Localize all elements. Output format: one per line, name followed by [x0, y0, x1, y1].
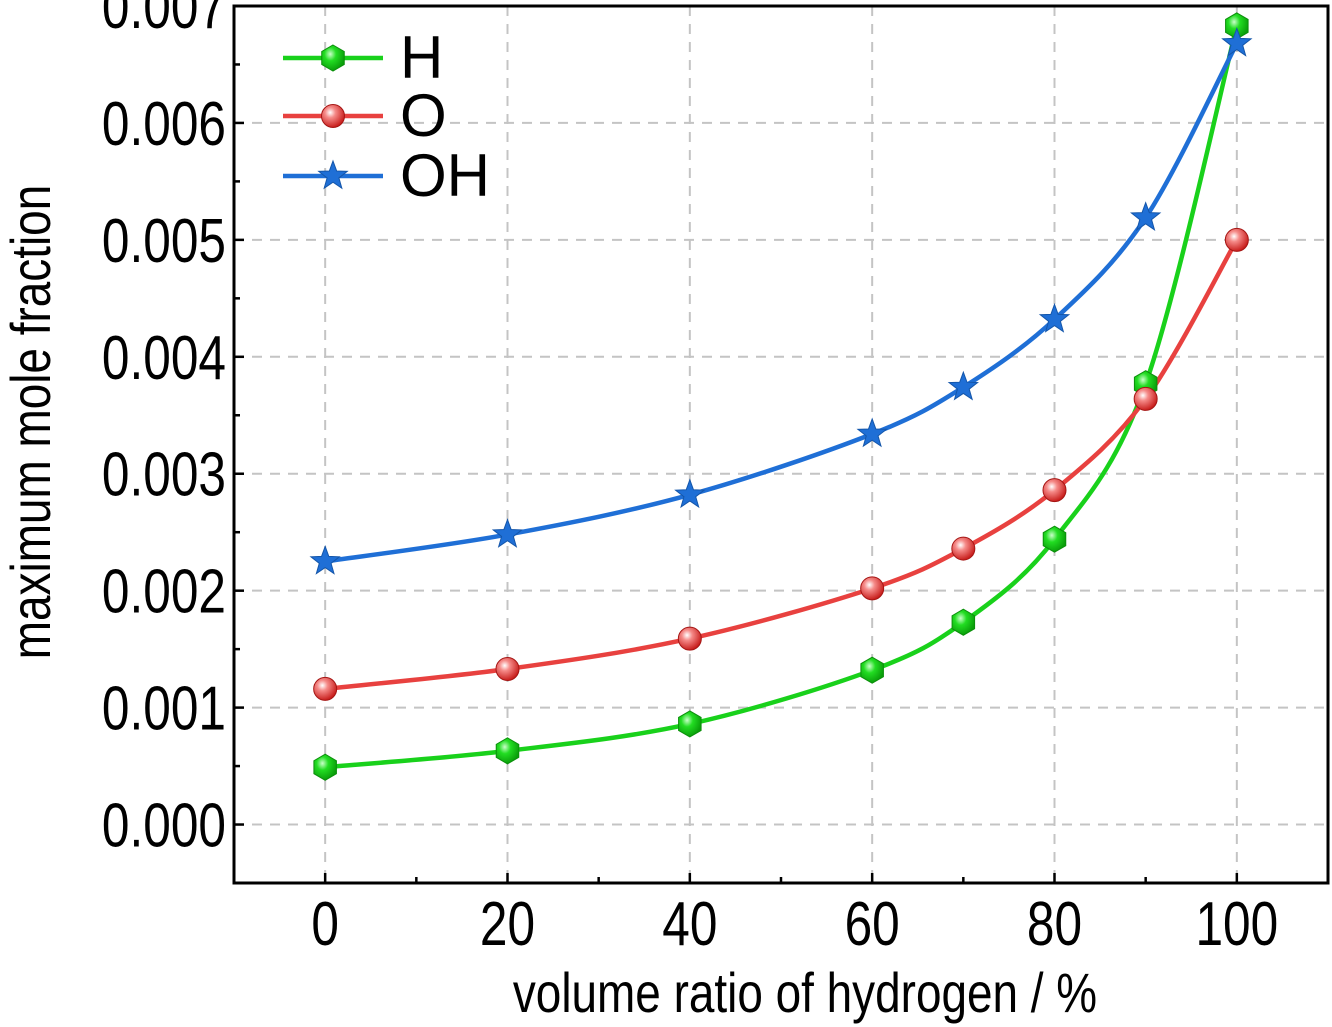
grid-lines [234, 5, 1328, 883]
legend-label-h: H [400, 24, 443, 91]
data-point-h-1 [495, 737, 520, 765]
y-tick-label-0: 0.000 [102, 790, 226, 860]
x-tick-label-3: 60 [845, 889, 900, 959]
y-tick-label-6: 0.006 [102, 89, 226, 159]
legend-marker-h [321, 44, 345, 72]
y-axis-label: maximum mole fraction [0, 185, 62, 659]
x-tick-label-1: 20 [480, 889, 535, 959]
y-tick-label-4: 0.004 [102, 322, 226, 392]
data-point-o-3 [860, 576, 885, 601]
data-point-h-3 [860, 656, 884, 684]
x-axis-label: volume ratio of hydrogen / % [513, 962, 1097, 1024]
data-point-o-2 [677, 626, 702, 651]
plot-frame [232, 4, 1330, 885]
data-point-oh-1 [491, 518, 524, 548]
data-point-oh-2 [674, 478, 706, 509]
y-tick-labels: 0.000 0.001 0.002 0.003 0.004 0.005 0.006 0.007 [102, 0, 226, 860]
data-point-h-0 [313, 753, 337, 781]
data-point-o-5 [1042, 478, 1067, 503]
series-curves [324, 25, 1240, 770]
axis-ticks [234, 4, 1239, 883]
data-point-o-6 [1133, 386, 1158, 411]
y-tick-label-2: 0.002 [102, 556, 226, 626]
data-point-oh-6 [1130, 201, 1162, 231]
legend-marker-oh [317, 159, 349, 190]
legend-label-oh: OH [400, 142, 490, 209]
data-point-o-0 [313, 676, 338, 701]
data-point-h-2 [678, 710, 702, 738]
series-line-h [324, 25, 1240, 770]
x-tick-label-5: 100 [1195, 889, 1278, 959]
legend-marker-o [321, 104, 345, 128]
y-tick-label-3: 0.003 [102, 439, 226, 509]
x-tick-label-2: 40 [662, 889, 717, 959]
series-markers [309, 12, 1253, 781]
data-point-oh-5 [1038, 302, 1071, 333]
series-line-oh [324, 42, 1239, 564]
data-point-oh-7 [1221, 26, 1253, 57]
data-point-oh-0 [309, 544, 341, 575]
data-point-h-5 [1042, 525, 1067, 553]
x-tick-label-4: 80 [1027, 889, 1082, 959]
y-tick-label-7: 0.007 [102, 0, 226, 41]
data-point-o-1 [495, 657, 520, 682]
legend-label-o: O [400, 82, 447, 149]
data-point-h-4 [951, 608, 976, 636]
data-point-oh-4 [947, 370, 979, 401]
y-tick-label-1: 0.001 [102, 673, 226, 743]
data-point-o-4 [951, 536, 976, 561]
x-tick-label-0: 0 [311, 889, 339, 959]
data-point-o-7 [1224, 227, 1249, 252]
data-point-oh-3 [856, 417, 888, 448]
x-tick-labels: 0 20 40 60 80 100 [311, 889, 1278, 959]
y-tick-label-5: 0.005 [102, 206, 226, 276]
